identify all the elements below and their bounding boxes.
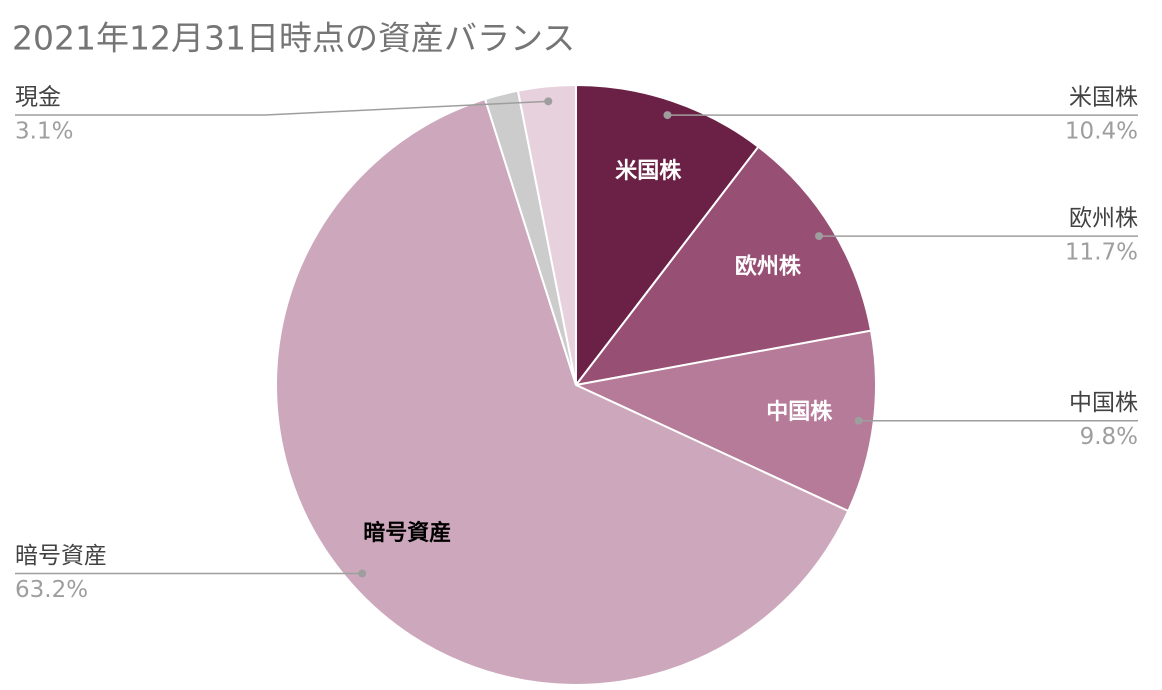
slice-label: 欧州株 [735,253,802,279]
slice-label: 米国株 [615,159,682,184]
legend-name: 米国株 [1069,85,1138,111]
leader-dot [544,97,553,106]
legend-name: 中国株 [1069,390,1138,416]
leader-dot [663,111,672,120]
leader-dot [815,232,824,241]
pie-slice [572,329,877,513]
leader-line [15,100,549,116]
legend-percent: 9.8% [1080,424,1138,450]
legend-name: 暗号資産 [15,543,107,569]
leader-dot [358,569,367,578]
legend-name: 欧州株 [1069,206,1138,232]
leader-dot [854,416,863,425]
chart-title: 2021年12月31日時点の資産バランス [12,19,575,58]
legend-percent: 3.1% [15,119,73,145]
slice-label: 中国株 [766,400,833,425]
legend-percent: 10.4% [1065,119,1138,145]
slice-label: 暗号資産 [363,520,451,546]
pie-slice [275,97,850,686]
legend-name: 現金 [15,85,61,111]
legend-percent: 11.7% [1065,240,1138,266]
pie-slice [516,83,577,386]
legend-percent: 63.2% [15,577,88,603]
pie-slice [575,83,760,388]
pie-slice [573,145,873,387]
